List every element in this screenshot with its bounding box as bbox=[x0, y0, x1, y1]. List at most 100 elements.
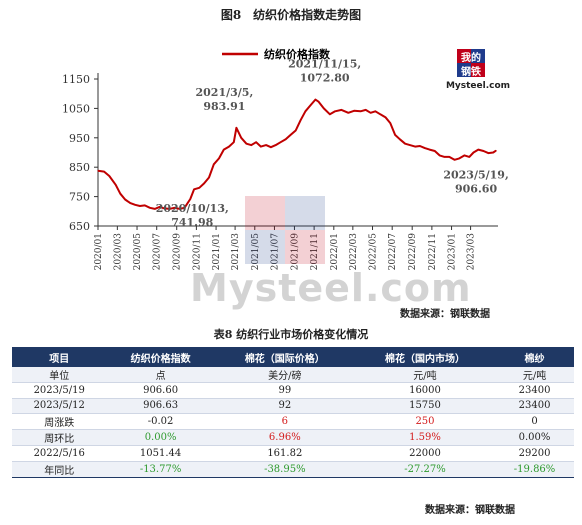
data-point bbox=[374, 110, 377, 112]
series-line bbox=[97, 98, 497, 210]
table-cell: 161.82 bbox=[214, 445, 355, 462]
data-point bbox=[414, 146, 416, 148]
data-point bbox=[134, 204, 136, 206]
logo-blue-block-2 bbox=[457, 63, 471, 77]
data-point bbox=[260, 146, 262, 148]
x-tick-label: 2020/01 bbox=[94, 233, 104, 270]
x-tick-label: 2022/07 bbox=[388, 233, 398, 271]
data-point bbox=[223, 148, 225, 151]
data-point bbox=[439, 154, 441, 157]
data-point bbox=[218, 157, 220, 159]
table-cell: 23400 bbox=[495, 398, 574, 414]
chart-source-label: 数据来源：钢联数据 bbox=[400, 309, 490, 320]
table-cell: 906.60 bbox=[106, 382, 215, 399]
data-point bbox=[154, 208, 156, 210]
data-point bbox=[434, 150, 436, 152]
table-cell: 2023/5/12 bbox=[12, 398, 107, 414]
y-tick-label: 850 bbox=[69, 161, 90, 174]
y-tick-label: 650 bbox=[69, 220, 90, 233]
data-point bbox=[245, 143, 247, 145]
data-point bbox=[347, 112, 349, 114]
data-point bbox=[353, 110, 355, 112]
data-point bbox=[173, 207, 176, 209]
table-cell: 1051.44 bbox=[106, 445, 215, 462]
table-cell: 29200 bbox=[495, 445, 574, 462]
header-cotton-yarn: 棉纱 bbox=[495, 347, 574, 367]
table-body: 单位点美分/磅 元/吨 元/吨 2023/5/19 906.60 99 16000 23400… bbox=[12, 367, 574, 478]
y-tick-label: 750 bbox=[69, 191, 90, 204]
table-cell: 点 bbox=[106, 367, 215, 383]
data-point bbox=[419, 145, 421, 147]
data-point bbox=[399, 138, 401, 140]
table-cell: 906.63 bbox=[106, 398, 215, 414]
data-point bbox=[119, 193, 121, 195]
x-tick-label: 2021/07 bbox=[270, 233, 280, 271]
table-cell: -19.86% bbox=[495, 461, 574, 478]
table-cell: 22000 bbox=[354, 445, 496, 462]
data-point bbox=[334, 110, 336, 112]
table-title: 表8 纺织行业市场价格变化情况 bbox=[213, 328, 369, 341]
x-tick-label: 2021/03 bbox=[231, 233, 241, 271]
x-tick-label: 2021/09 bbox=[290, 233, 300, 271]
table-cell: 99 bbox=[214, 382, 355, 399]
data-point bbox=[250, 144, 252, 146]
table-row: 年同比 -13.77% -38.95% -27.27% -19.86% bbox=[12, 461, 574, 478]
price-index-chart: 650 750 850 950 1050 1150 2020/01 2020/03 2020/0… bbox=[62, 47, 510, 271]
table-row: 2023/5/19 906.60 99 16000 23400 bbox=[12, 382, 574, 399]
x-tick-label: 2022/09 bbox=[408, 233, 418, 271]
y-tick-label: 1050 bbox=[62, 102, 90, 115]
table-cell: 单位 bbox=[12, 367, 107, 383]
logo-text-top: 我的 bbox=[461, 51, 481, 64]
table-header-row: 项目 纺织价格指数 棉花（国际价格） 棉花（国内市场） 棉纱 bbox=[12, 347, 574, 367]
data-point bbox=[235, 127, 237, 129]
price-change-table: 项目 纺织价格指数 棉花（国际价格） 棉花（国内市场） 棉纱 单位点美分/磅 元/… bbox=[12, 347, 574, 478]
table-cell: 6 bbox=[214, 413, 355, 430]
x-tick-label: 2020/05 bbox=[133, 233, 143, 271]
x-tick-label: 2021/11 bbox=[310, 233, 320, 270]
table-cell: 2022/5/16 bbox=[12, 445, 107, 462]
data-point bbox=[409, 144, 411, 146]
table-cell: 0.00% bbox=[495, 429, 574, 446]
table-row: 周涨跌 -0.02 6 250 0 bbox=[12, 413, 574, 430]
x-tick-label: 2021/01 bbox=[212, 233, 222, 270]
table-cell: 2023/5/19 bbox=[12, 382, 107, 399]
data-point bbox=[115, 184, 117, 186]
data-point bbox=[240, 137, 242, 139]
chart-annotations: 2021/3/5,983.91 2021/11/15,1072.80 2020/10… bbox=[156, 58, 509, 229]
data-point bbox=[97, 170, 99, 172]
x-tick-label: 2022/11 bbox=[428, 233, 438, 270]
x-tick-label: 2020/07 bbox=[153, 233, 163, 271]
chart-series bbox=[97, 98, 497, 210]
data-point bbox=[304, 110, 307, 112]
annotation-date: 2023/5/19, bbox=[443, 169, 508, 182]
data-point bbox=[285, 138, 287, 140]
data-point bbox=[487, 152, 489, 154]
table-cell: 0.00% bbox=[106, 429, 215, 446]
data-point bbox=[189, 198, 191, 200]
data-point bbox=[213, 163, 215, 165]
table-row: 单位点美分/磅 元/吨 元/吨 bbox=[12, 367, 574, 383]
data-point bbox=[299, 119, 302, 121]
table-cell: 6.96% bbox=[214, 429, 355, 446]
annotation-value: 906.60 bbox=[455, 183, 497, 196]
annotation-value: 741.98 bbox=[171, 216, 213, 229]
data-point bbox=[103, 171, 105, 173]
x-tick-label: 2022/03 bbox=[349, 233, 359, 271]
data-point bbox=[359, 110, 362, 112]
data-point bbox=[379, 113, 381, 115]
chart-legend: 纺织价格指数 bbox=[222, 47, 331, 61]
data-point bbox=[255, 141, 257, 143]
table-cell: 美分/磅 bbox=[214, 367, 355, 383]
data-point bbox=[369, 112, 372, 114]
data-point bbox=[453, 159, 456, 161]
data-point bbox=[472, 151, 475, 154]
table-cell: 元/吨 bbox=[354, 367, 496, 383]
x-tick-label: 2023/01 bbox=[448, 233, 458, 270]
data-point bbox=[468, 156, 470, 158]
data-point bbox=[295, 129, 297, 132]
table-cell: 92 bbox=[214, 398, 355, 414]
data-point bbox=[394, 134, 396, 136]
data-point bbox=[163, 207, 166, 209]
data-point bbox=[482, 150, 485, 152]
data-point bbox=[314, 98, 317, 101]
